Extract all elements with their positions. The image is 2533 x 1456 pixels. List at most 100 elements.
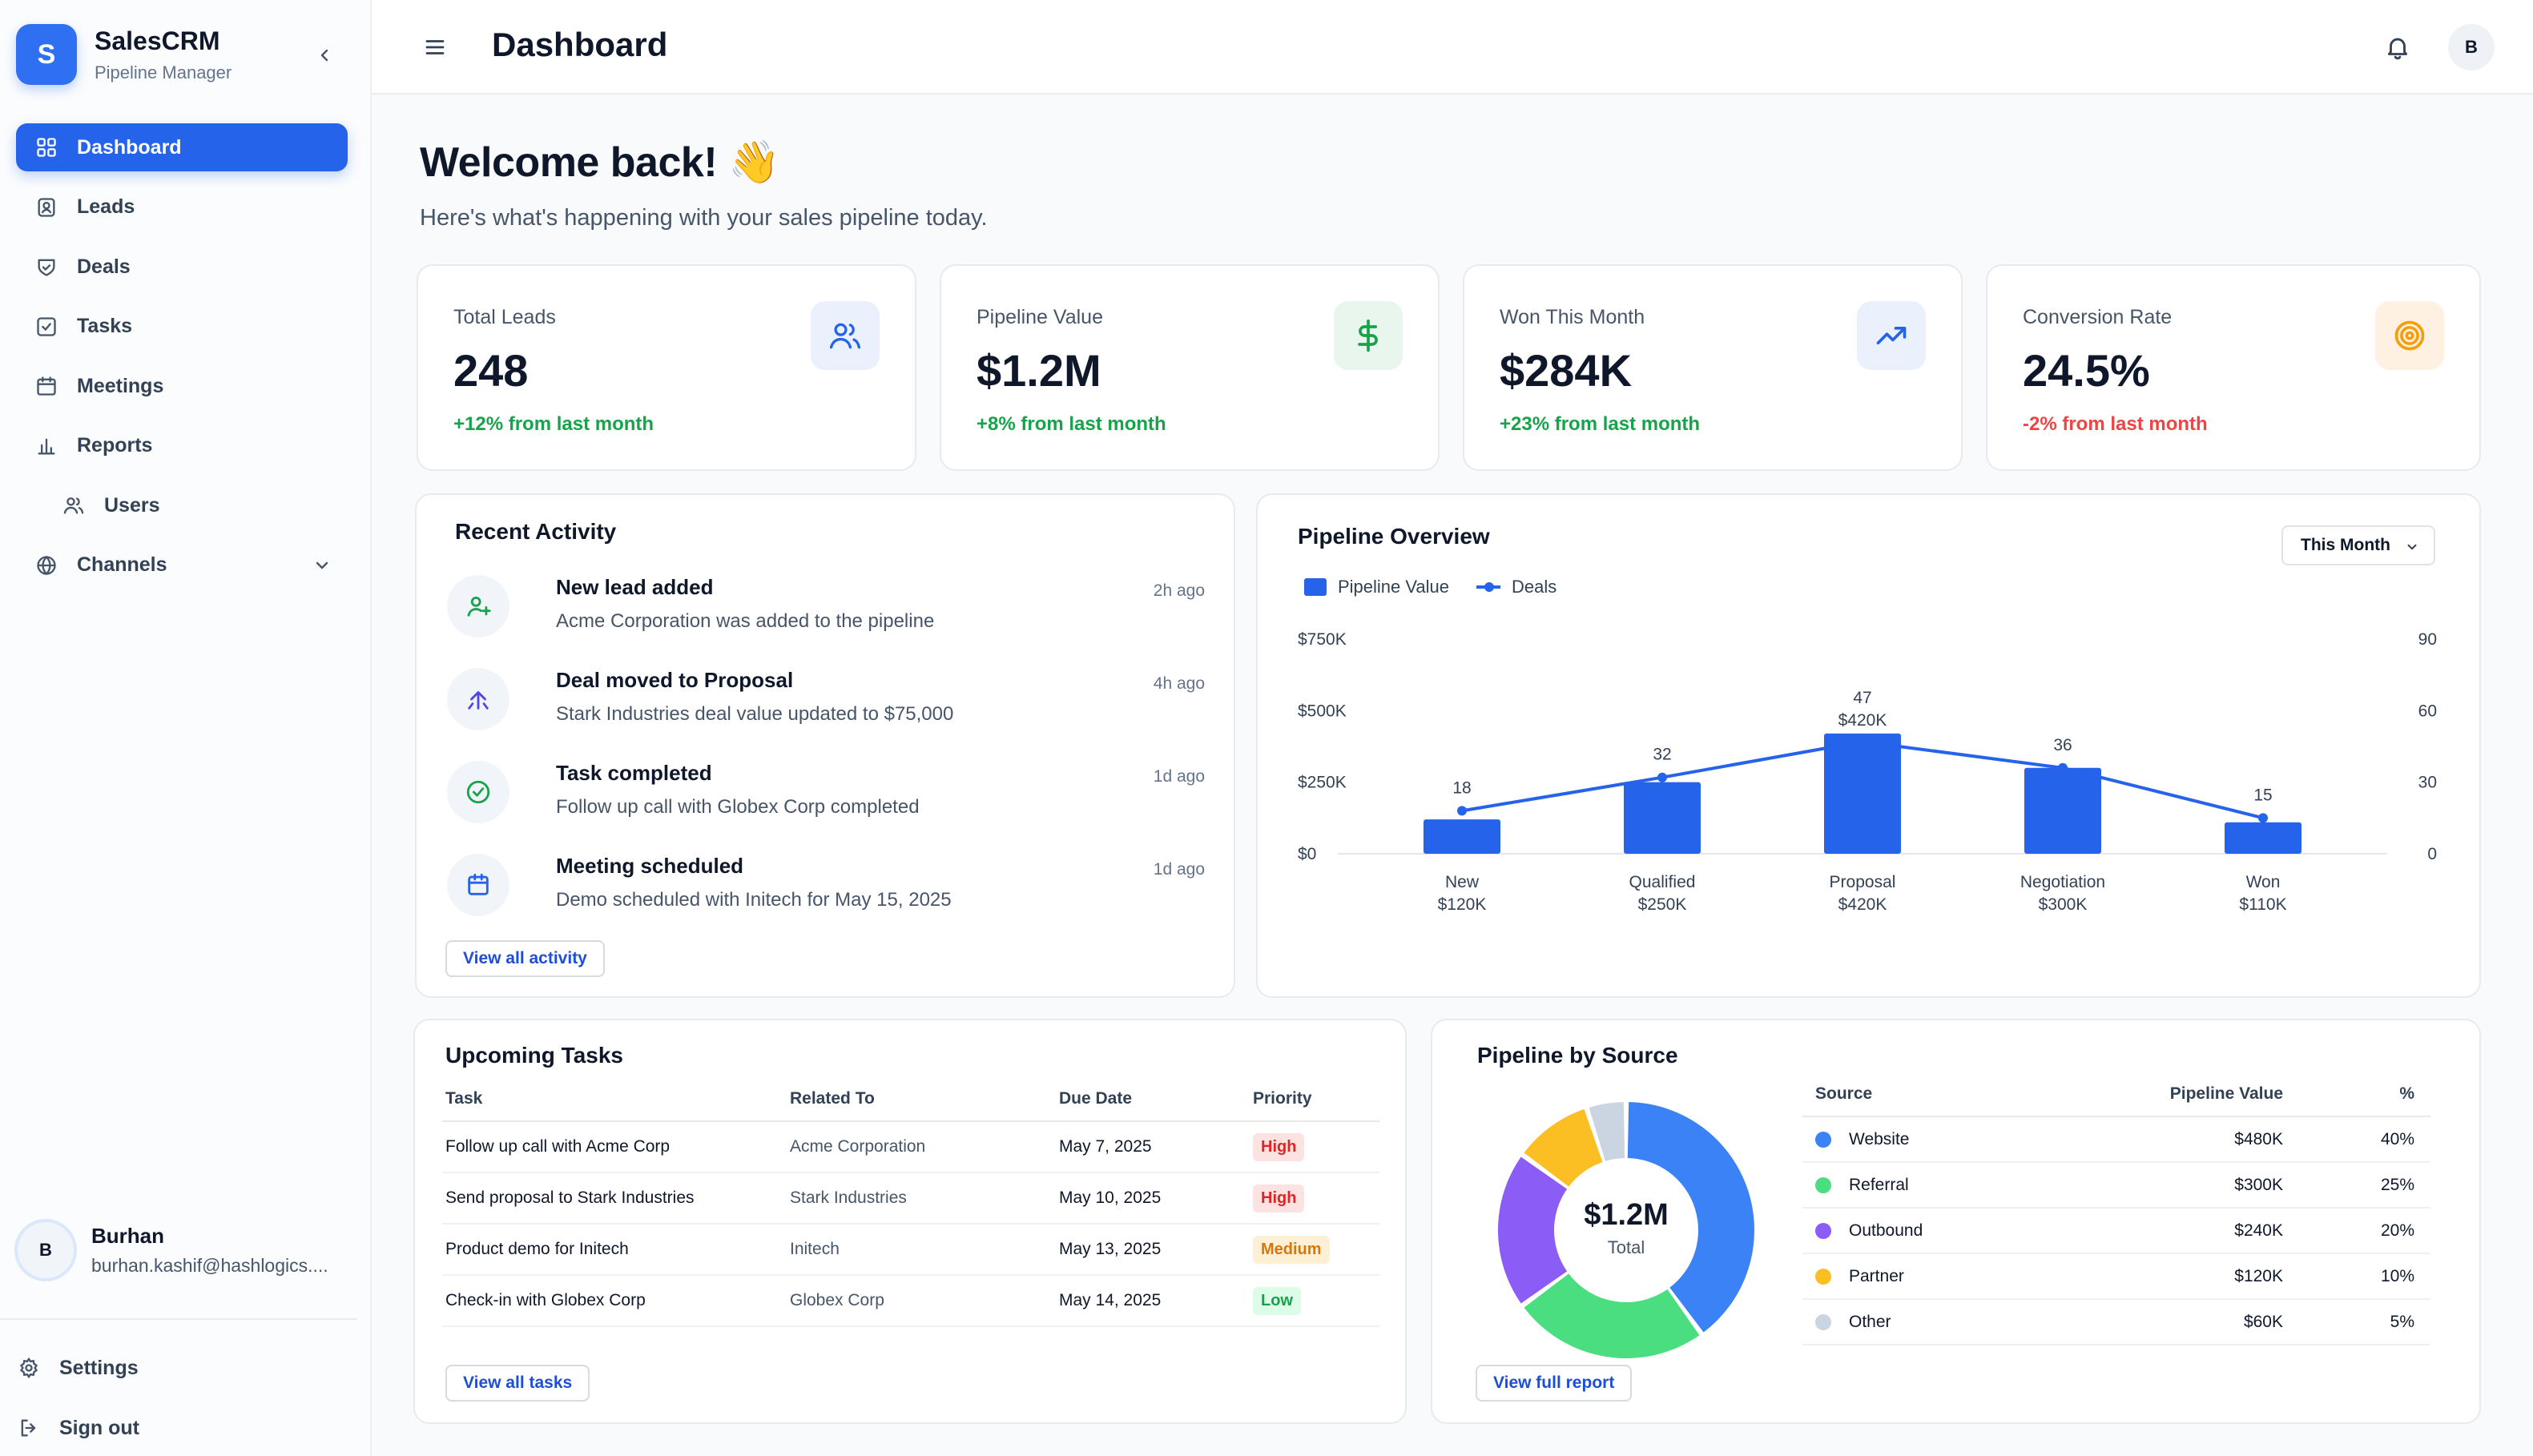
- x-tick-sublabel: $300K: [2039, 895, 2088, 914]
- sidebar-item-deals[interactable]: Deals: [16, 243, 348, 291]
- column-header[interactable]: Due Date: [1059, 1076, 1253, 1122]
- card-title: Recent Activity: [455, 519, 617, 544]
- view-all-activity-button[interactable]: View all activity: [445, 940, 605, 977]
- activity-item[interactable]: Task completed Follow up call with Globe…: [447, 761, 1205, 833]
- activity-title: Deal moved to Proposal: [556, 668, 794, 692]
- donut-slice-partner[interactable]: [1524, 1108, 1603, 1187]
- table-row[interactable]: Product demo for Initech Initech May 13, 2…: [442, 1224, 1379, 1276]
- stat-label: Won This Month: [1500, 306, 1645, 328]
- pipeline-overview-card: Pipeline Overview This Month Pipeline Va…: [1256, 493, 2481, 998]
- logout-icon: [21, 1419, 36, 1437]
- view-full-report-button[interactable]: View full report: [1476, 1365, 1633, 1402]
- donut-slice-referral[interactable]: [1524, 1273, 1700, 1358]
- activity-time: 1d ago: [1153, 767, 1205, 786]
- table-row: Partner $120K 10%: [1802, 1253, 2430, 1300]
- period-select[interactable]: This Month: [2281, 525, 2435, 565]
- settings-label: Settings: [59, 1356, 139, 1379]
- sidebar-item-label: Dashboard: [77, 135, 182, 159]
- column-header[interactable]: Priority: [1253, 1076, 1379, 1122]
- donut-slice-outbound[interactable]: [1498, 1156, 1568, 1304]
- brand[interactable]: S SalesCRM Pipeline Manager: [16, 24, 232, 85]
- activity-item[interactable]: New lead added Acme Corporation was adde…: [447, 575, 1205, 647]
- bell-icon: [2387, 38, 2408, 60]
- stat-icon-box: [811, 301, 880, 370]
- task-name: Send proposal to Stark Industries: [442, 1172, 790, 1225]
- activity-icon: [447, 668, 509, 730]
- table-row[interactable]: Send proposal to Stark Industries Stark I…: [442, 1172, 1379, 1225]
- bar-qualified: [1624, 782, 1701, 854]
- sidebar-item-label: Users: [104, 493, 160, 517]
- sidebar-item-users[interactable]: Users: [16, 481, 348, 529]
- source-cell: Partner: [1802, 1253, 2123, 1300]
- column-header: %: [2283, 1072, 2430, 1117]
- donut-slice-other[interactable]: [1589, 1102, 1625, 1161]
- source-color-dot: [1815, 1313, 1831, 1330]
- header-avatar[interactable]: B: [2448, 24, 2495, 70]
- stat-card-won-this-month: Won This Month $284K +23% from last mont…: [1463, 264, 1963, 471]
- sign-out-link[interactable]: Sign out: [18, 1404, 139, 1452]
- activity-time: 1d ago: [1153, 860, 1205, 879]
- x-tick-label: Won: [2246, 873, 2281, 891]
- arrow-up-icon: [468, 691, 489, 710]
- user-profile[interactable]: B Burhan burhan.kashif@hashlogics....: [14, 1219, 328, 1281]
- hamburger-icon: [425, 40, 445, 54]
- deals-data-label: 18: [1452, 778, 1471, 797]
- source-name: Outbound: [1849, 1221, 1923, 1240]
- donut-slice-website[interactable]: [1627, 1102, 1754, 1333]
- table-header-row: Source Pipeline Value %: [1802, 1072, 2430, 1117]
- task-related: Acme Corporation: [790, 1121, 1059, 1173]
- chevron-left-icon: [320, 49, 328, 62]
- source-pct: 25%: [2283, 1162, 2430, 1209]
- task-name: Check-in with Globex Corp: [442, 1275, 790, 1327]
- avatar: B: [14, 1219, 77, 1281]
- table-row[interactable]: Follow up call with Acme Corp Acme Corpor…: [442, 1121, 1379, 1173]
- source-color-dot: [1815, 1176, 1831, 1193]
- table-row: Referral $300K 25%: [1802, 1162, 2430, 1209]
- activity-item[interactable]: Meeting scheduled Demo scheduled with In…: [447, 854, 1205, 926]
- column-header[interactable]: Related To: [790, 1076, 1059, 1122]
- sign-out-label: Sign out: [59, 1416, 139, 1439]
- stat-value: $1.2M: [977, 345, 1101, 396]
- calendar-icon: [468, 873, 489, 895]
- stat-card-pipeline-value: Pipeline Value $1.2M +8% from last month: [940, 264, 1440, 471]
- column-header[interactable]: Task: [442, 1076, 790, 1122]
- sidebar-item-label: Leads: [77, 195, 135, 218]
- legend-swatch-line: [1476, 582, 1501, 592]
- column-header: Pipeline Value: [2123, 1072, 2283, 1117]
- deals-point: [2258, 813, 2268, 823]
- table-row[interactable]: Check-in with Globex Corp Globex Corp May …: [442, 1275, 1379, 1327]
- welcome-subtitle: Here's what's happening with your sales …: [420, 205, 988, 231]
- stat-icon-box: [1857, 301, 1926, 370]
- y-right-tick-label: 0: [2427, 845, 2437, 863]
- collapse-sidebar-button[interactable]: [312, 43, 336, 67]
- y-right-tick-label: 60: [2418, 702, 2437, 720]
- legend-label: Pipeline Value: [1338, 577, 1450, 597]
- deals-data-label: 36: [2053, 736, 2072, 754]
- sidebar-item-dashboard[interactable]: Dashboard: [16, 123, 348, 171]
- deals-point: [1858, 737, 1867, 747]
- task-name: Follow up call with Acme Corp: [442, 1121, 790, 1173]
- table-row: Website $480K 40%: [1802, 1116, 2430, 1163]
- sidebar-item-leads[interactable]: Leads: [16, 183, 348, 231]
- settings-link[interactable]: Settings: [18, 1344, 139, 1392]
- task-due-date: May 14, 2025: [1059, 1275, 1253, 1327]
- notifications-button[interactable]: [2384, 34, 2413, 62]
- stat-value: 24.5%: [2023, 345, 2150, 396]
- menu-button[interactable]: [423, 35, 447, 59]
- source-pct: 10%: [2283, 1253, 2430, 1300]
- sidebar-item-tasks[interactable]: Tasks: [16, 303, 348, 351]
- sidebar-item-reports[interactable]: Reports: [16, 422, 348, 470]
- brand-subtitle: Pipeline Manager: [95, 62, 232, 82]
- chevron-down-icon: [316, 561, 328, 569]
- column-header: Source: [1802, 1072, 2123, 1117]
- card-title: Pipeline Overview: [1298, 524, 1490, 549]
- activity-item[interactable]: Deal moved to Proposal Stark Industries …: [447, 668, 1205, 740]
- view-all-tasks-button[interactable]: View all tasks: [445, 1365, 590, 1402]
- stat-change: -2% from last month: [2023, 413, 2208, 435]
- donut-center-value: $1.2M: [1584, 1198, 1669, 1232]
- sidebar-item-meetings[interactable]: Meetings: [16, 362, 348, 410]
- pipeline-by-source-card: Pipeline by Source $1.2M Total Source Pi…: [1431, 1019, 2481, 1424]
- bar-negotiation: [2024, 767, 2101, 854]
- sidebar-item-channels[interactable]: Channels: [16, 541, 348, 589]
- bar-new: [1424, 819, 1500, 854]
